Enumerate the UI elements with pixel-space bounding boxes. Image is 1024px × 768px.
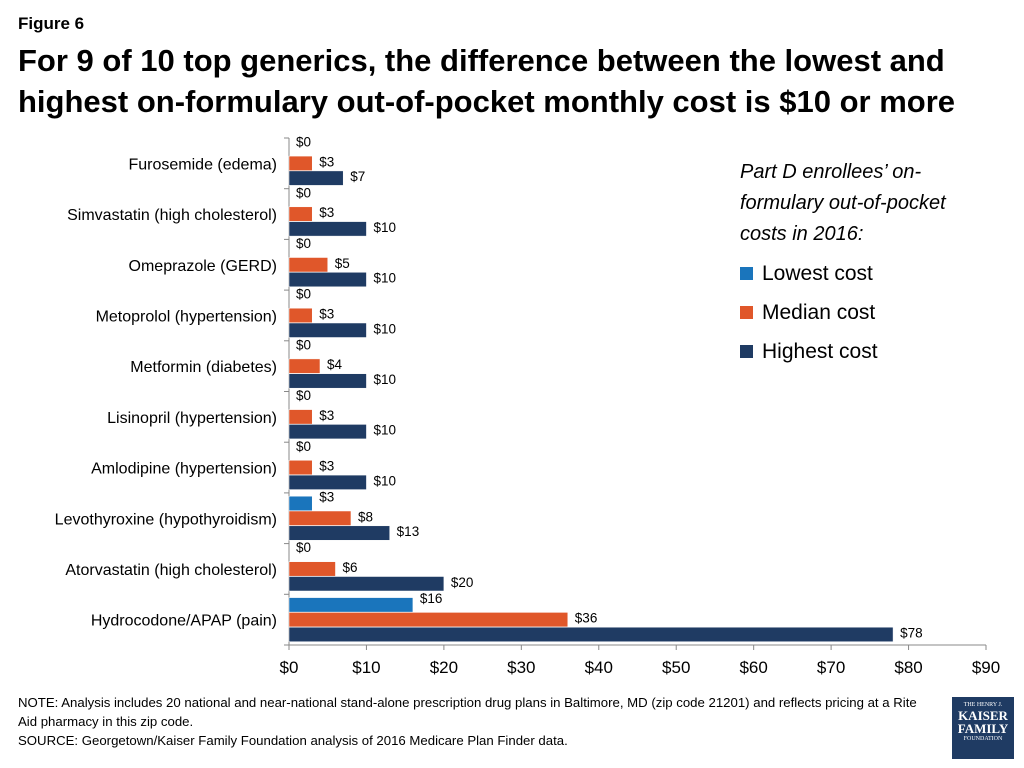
data-label: $3 bbox=[319, 205, 334, 220]
data-label: $10 bbox=[373, 423, 396, 438]
bar-median-cost bbox=[288, 307, 313, 323]
bar-chart: $0 $10 $20 $30 $40 $50 $60 $70 $80 $90 Furosemide … bbox=[55, 135, 1001, 677]
x-tick-label: $20 bbox=[430, 658, 458, 677]
legend: Part D enrollees’ on-formulary out-of-po… bbox=[740, 157, 980, 367]
category-label: Levothyroxine (hypothyroidism) bbox=[55, 511, 277, 528]
category-label: Omeprazole (GERD) bbox=[129, 258, 277, 275]
bar-median-cost bbox=[288, 409, 313, 425]
bar-highest-cost bbox=[288, 373, 367, 389]
x-tick-label: $40 bbox=[585, 658, 613, 677]
data-label: $5 bbox=[335, 256, 350, 271]
data-label: $3 bbox=[319, 489, 334, 504]
bar-highest-cost bbox=[288, 221, 367, 237]
data-label: $36 bbox=[575, 611, 598, 626]
category-label: Hydrocodone/APAP (pain) bbox=[91, 613, 277, 630]
bar-median-cost bbox=[288, 460, 313, 476]
x-tick-label: $80 bbox=[894, 658, 922, 677]
bar-median-cost bbox=[288, 358, 321, 374]
bar-highest-cost bbox=[288, 576, 445, 592]
data-label: $0 bbox=[296, 135, 311, 150]
logo-line-4: FOUNDATION bbox=[963, 736, 1003, 742]
data-label: $8 bbox=[358, 509, 373, 524]
x-tick-label: $30 bbox=[507, 658, 535, 677]
legend-item-lowest: Lowest cost bbox=[740, 258, 980, 289]
legend-swatch-lowest bbox=[740, 267, 753, 280]
data-label: $20 bbox=[451, 575, 474, 590]
data-label: $78 bbox=[900, 625, 923, 640]
source-text: SOURCE: Georgetown/Kaiser Family Foundat… bbox=[18, 733, 568, 748]
kff-logo: THE HENRY J. KAISER FAMILY FOUNDATION bbox=[952, 697, 1014, 759]
data-label: $3 bbox=[319, 459, 334, 474]
logo-line-2: KAISER bbox=[958, 708, 1008, 723]
bar-lowest-cost bbox=[288, 495, 313, 511]
x-tick-label: $70 bbox=[817, 658, 845, 677]
bar-median-cost bbox=[288, 612, 569, 628]
legend-label-median: Median cost bbox=[762, 300, 876, 324]
category-label: Amlodipine (hypertension) bbox=[91, 461, 277, 478]
data-label: $0 bbox=[296, 185, 311, 200]
data-label: $10 bbox=[373, 473, 396, 488]
data-label: $0 bbox=[296, 287, 311, 302]
data-label: $3 bbox=[319, 306, 334, 321]
data-label: $16 bbox=[420, 591, 443, 606]
data-label: $3 bbox=[319, 154, 334, 169]
bar-highest-cost bbox=[288, 525, 390, 541]
category-label: Metoprolol (hypertension) bbox=[96, 308, 277, 325]
legend-item-median: Median cost bbox=[740, 297, 980, 328]
footnote: NOTE: Analysis includes 20 national and … bbox=[18, 693, 938, 750]
bar-median-cost bbox=[288, 510, 352, 526]
x-tick-label: $60 bbox=[739, 658, 767, 677]
data-label: $3 bbox=[319, 408, 334, 423]
data-label: $6 bbox=[342, 560, 357, 575]
bar-highest-cost bbox=[288, 424, 367, 440]
note-text: NOTE: Analysis includes 20 national and … bbox=[18, 695, 917, 729]
x-tick-label: $0 bbox=[280, 658, 299, 677]
bar-median-cost bbox=[288, 155, 313, 171]
category-label: Lisinopril (hypertension) bbox=[107, 410, 277, 427]
bar-highest-cost bbox=[288, 322, 367, 338]
data-label: $10 bbox=[373, 372, 396, 387]
data-label: $4 bbox=[327, 357, 343, 372]
x-tick-label: $90 bbox=[972, 658, 1000, 677]
bar-highest-cost bbox=[288, 272, 367, 288]
category-label: Furosemide (edema) bbox=[129, 156, 278, 173]
bar-highest-cost bbox=[288, 474, 367, 490]
logo-line-1: THE HENRY J. bbox=[963, 702, 1003, 708]
data-label: $7 bbox=[350, 169, 365, 184]
data-label: $10 bbox=[373, 321, 396, 336]
category-label: Simvastatin (high cholesterol) bbox=[67, 207, 277, 224]
data-label: $0 bbox=[296, 439, 311, 454]
data-label: $10 bbox=[373, 220, 396, 235]
bar-median-cost bbox=[288, 561, 336, 577]
bar-highest-cost bbox=[288, 626, 894, 642]
bar-highest-cost bbox=[288, 170, 344, 186]
x-tick-label: $50 bbox=[662, 658, 690, 677]
x-tick-label: $10 bbox=[352, 658, 380, 677]
data-label: $0 bbox=[296, 236, 311, 251]
category-label: Atorvastatin (high cholesterol) bbox=[65, 562, 277, 579]
legend-swatch-median bbox=[740, 306, 753, 319]
bar-median-cost bbox=[288, 257, 328, 273]
category-label: Metformin (diabetes) bbox=[130, 359, 277, 376]
legend-label-lowest: Lowest cost bbox=[762, 261, 873, 285]
data-label: $0 bbox=[296, 337, 311, 352]
data-label: $0 bbox=[296, 540, 311, 555]
data-label: $0 bbox=[296, 388, 311, 403]
legend-item-highest: Highest cost bbox=[740, 336, 980, 367]
data-label: $13 bbox=[397, 524, 420, 539]
logo-line-3: FAMILY bbox=[957, 721, 1009, 736]
chart-title: For 9 of 10 top generics, the difference… bbox=[18, 43, 955, 119]
bar-median-cost bbox=[288, 206, 313, 222]
legend-title: Part D enrollees’ on-formulary out-of-po… bbox=[740, 161, 946, 245]
legend-label-highest: Highest cost bbox=[762, 339, 878, 363]
figure-label: Figure 6 bbox=[18, 14, 85, 33]
data-label: $10 bbox=[373, 271, 396, 286]
legend-swatch-highest bbox=[740, 345, 753, 358]
bar-lowest-cost bbox=[288, 597, 414, 613]
